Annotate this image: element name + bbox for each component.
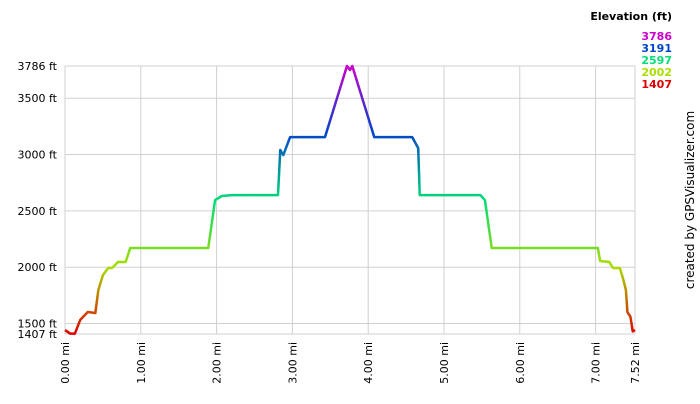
elevation-line [64, 64, 636, 335]
y-tick-label: 1407 ft [18, 328, 58, 341]
legend-value: 3191 [641, 42, 672, 55]
x-tick-label: 3.00 mi [286, 342, 299, 384]
y-tick-label: 3000 ft [18, 149, 58, 162]
y-tick-label: 2500 ft [18, 205, 58, 218]
y-tick-label: 2000 ft [18, 261, 58, 274]
x-tick-label: 6.00 mi [514, 342, 527, 384]
y-tick-label: 1500 ft [18, 318, 58, 331]
x-tick-label: 1.00 mi [135, 342, 148, 384]
x-tick-label: 4.00 mi [362, 342, 375, 384]
credit: created by GPSVisualizer.com [683, 111, 697, 289]
legend-value: 2002 [641, 66, 672, 79]
x-tick-label: 5.00 mi [438, 342, 451, 384]
legend-value: 3786 [641, 30, 672, 43]
y-tick-label: 3500 ft [18, 92, 58, 105]
x-tick-label: 2.00 mi [211, 342, 224, 384]
legend-value: 2597 [641, 54, 672, 67]
legend-value: 1407 [641, 78, 672, 91]
y-tick-label: 3786 ft [18, 60, 58, 73]
x-tick-label: 0.00 mi [59, 342, 72, 384]
legend-title: Elevation (ft) [590, 10, 672, 23]
x-tick-label: 7.00 mi [590, 342, 603, 384]
x-tick-label: 7.52 mi [629, 342, 642, 384]
